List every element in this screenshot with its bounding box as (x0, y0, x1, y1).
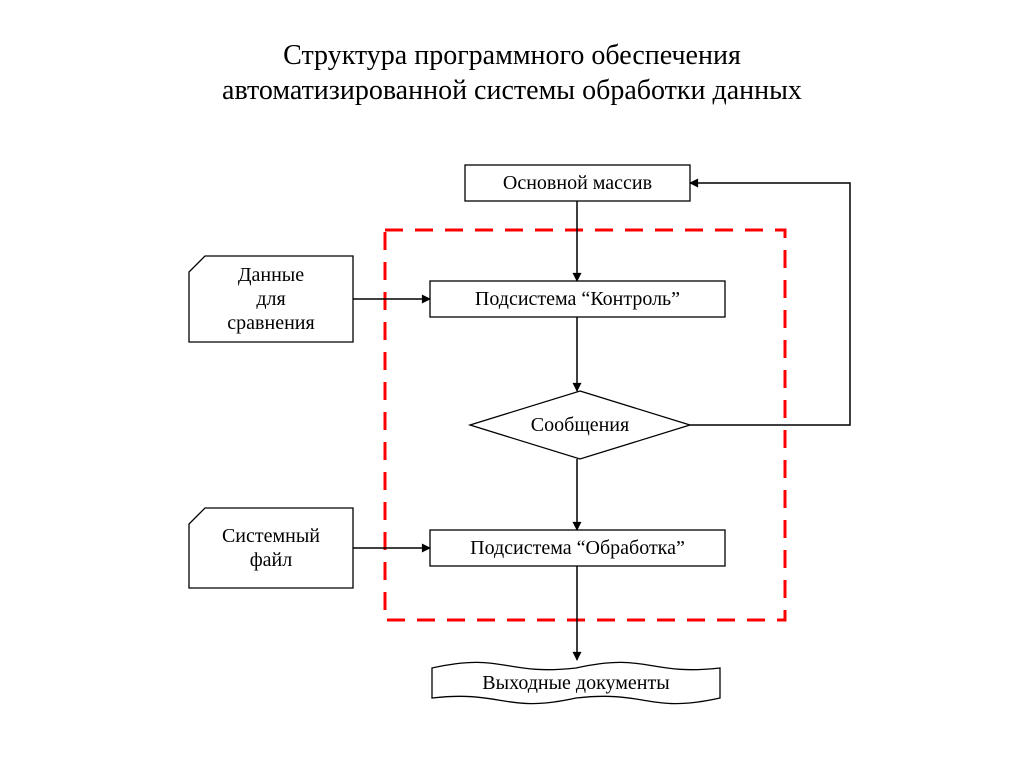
svg-layer (0, 0, 1024, 768)
node-compare_data (189, 256, 353, 342)
node-processing (430, 530, 725, 566)
diagram-canvas: Структура программного обеспечения автом… (0, 0, 1024, 768)
node-messages (470, 391, 690, 459)
node-main_array (465, 165, 690, 201)
node-output_docs (432, 662, 720, 703)
node-control (430, 281, 725, 317)
node-system_file (189, 508, 353, 588)
